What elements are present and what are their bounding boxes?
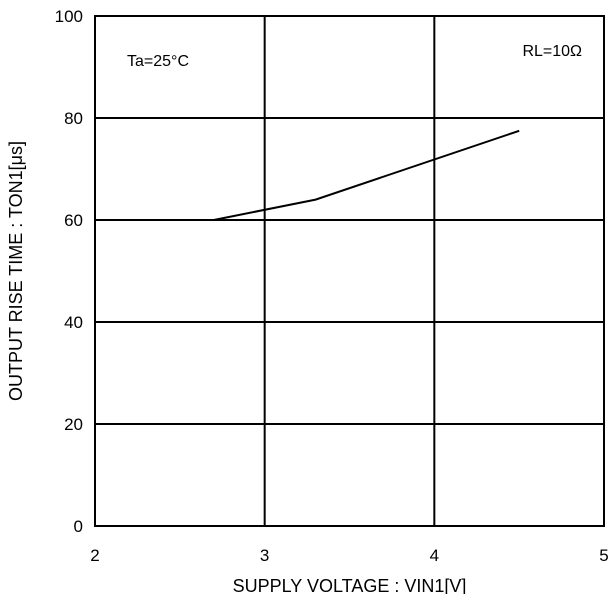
y-tick-label: 80 xyxy=(64,109,83,128)
grid xyxy=(95,16,604,526)
x-tick-label: 4 xyxy=(430,546,439,565)
y-tick-label: 60 xyxy=(64,211,83,230)
y-tick-label: 20 xyxy=(64,415,83,434)
tick-labels: 0 20 40 60 80 100 2 3 4 5 xyxy=(55,7,609,565)
x-axis-title: SUPPLY VOLTAGE : VIN1[V] xyxy=(233,576,467,594)
series-line xyxy=(213,129,520,221)
x-tick-label: 3 xyxy=(260,546,269,565)
annotation-load: RL=10Ω xyxy=(522,43,582,60)
series-layer xyxy=(213,129,520,221)
x-tick-label: 5 xyxy=(599,546,608,565)
y-tick-label: 0 xyxy=(74,517,83,536)
y-tick-label: 100 xyxy=(55,7,83,26)
x-tick-label: 2 xyxy=(90,546,99,565)
y-axis-title: OUTPUT RISE TIME : TON1[μs] xyxy=(6,141,26,401)
y-tick-label: 40 xyxy=(64,313,83,332)
plot-frame xyxy=(94,15,605,527)
annotation-temperature: Ta=25°C xyxy=(127,53,189,70)
